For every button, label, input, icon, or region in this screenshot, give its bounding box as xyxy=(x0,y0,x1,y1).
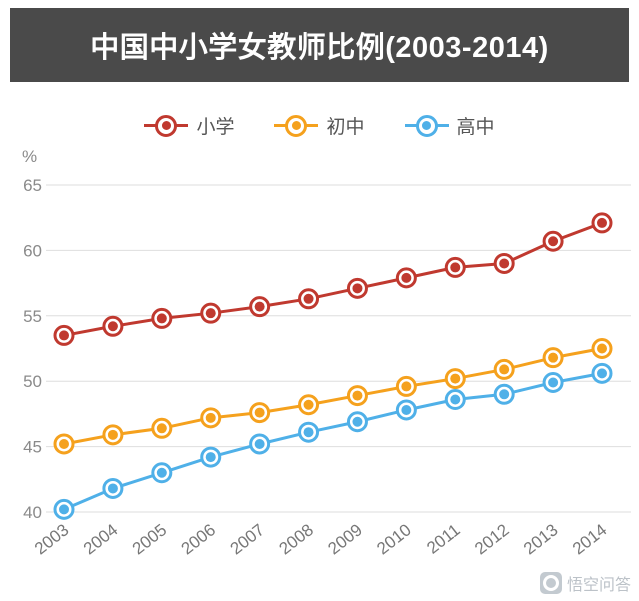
x-tick-label: 2014 xyxy=(569,520,611,558)
x-tick-label: 2009 xyxy=(324,520,366,558)
data-point xyxy=(107,321,118,332)
x-tick-label: 2013 xyxy=(520,520,562,558)
x-tick-label: 2012 xyxy=(471,520,513,558)
data-point xyxy=(499,258,510,269)
data-point xyxy=(499,364,510,375)
data-point xyxy=(499,389,510,400)
data-point xyxy=(548,352,559,363)
data-point xyxy=(156,313,167,324)
data-point xyxy=(205,308,216,319)
legend-item-middle-school: 初中 xyxy=(274,112,365,139)
series-line xyxy=(62,221,604,337)
data-point xyxy=(352,416,363,427)
data-point xyxy=(205,412,216,423)
data-point xyxy=(450,262,461,273)
data-point xyxy=(107,483,118,494)
data-point xyxy=(303,427,314,438)
chart-legend: 小学 初中 高中 xyxy=(0,112,639,139)
data-point xyxy=(254,407,265,418)
x-tick-label: 2011 xyxy=(423,520,464,557)
data-point xyxy=(548,377,559,388)
data-point xyxy=(450,373,461,384)
x-tick-label: 2005 xyxy=(129,520,171,558)
y-axis-unit-label: % xyxy=(22,147,37,166)
y-tick-label: 40 xyxy=(23,503,42,522)
x-tick-label: 2006 xyxy=(178,520,220,558)
data-point xyxy=(205,452,216,463)
data-point xyxy=(254,438,265,449)
wukong-logo-icon xyxy=(539,572,562,594)
series-line xyxy=(62,371,604,511)
legend-item-primary-school: 小学 xyxy=(144,112,234,139)
legend-item-high-school: 高中 xyxy=(404,112,495,139)
data-point xyxy=(597,368,607,379)
page-title: 中国中小学女教师比例(2003-2014) xyxy=(90,32,549,64)
x-tick-label: 2010 xyxy=(373,520,415,558)
legend-label: 高中 xyxy=(456,117,495,138)
y-tick-label: 50 xyxy=(23,372,42,391)
x-tick-label: 2004 xyxy=(80,520,122,558)
y-tick-label: 45 xyxy=(23,438,42,457)
legend-label: 小学 xyxy=(196,117,235,138)
series-line xyxy=(62,347,604,446)
data-point xyxy=(548,236,559,247)
data-point xyxy=(59,330,69,341)
data-point xyxy=(59,504,69,515)
watermark-text: 悟空问答 xyxy=(566,577,631,594)
data-point xyxy=(401,272,412,283)
watermark: 悟空问答 xyxy=(539,571,631,595)
data-point xyxy=(450,394,461,405)
x-tick-label: 2008 xyxy=(276,520,318,558)
data-point xyxy=(107,429,118,440)
data-point xyxy=(156,423,167,434)
x-tick-label: 2003 xyxy=(31,520,73,558)
legend-line-marker-icon xyxy=(274,114,319,138)
y-tick-label: 55 xyxy=(23,307,42,326)
data-point xyxy=(352,390,363,401)
y-tick-label: 60 xyxy=(23,241,42,260)
x-tick-label: 2007 xyxy=(227,520,269,558)
data-point xyxy=(156,467,167,478)
data-point xyxy=(352,283,363,294)
legend-label: 初中 xyxy=(326,117,365,138)
y-tick-label: 65 xyxy=(23,176,42,195)
legend-line-marker-icon xyxy=(144,114,189,138)
title-bar: 中国中小学女教师比例(2003-2014) xyxy=(10,8,629,82)
data-point xyxy=(254,301,265,312)
data-point xyxy=(303,399,314,410)
data-point xyxy=(597,343,607,354)
data-point xyxy=(401,381,412,392)
legend-line-marker-icon xyxy=(404,114,449,138)
data-point xyxy=(401,404,412,415)
data-point xyxy=(303,293,314,304)
data-point xyxy=(597,217,607,228)
data-point xyxy=(59,438,69,449)
